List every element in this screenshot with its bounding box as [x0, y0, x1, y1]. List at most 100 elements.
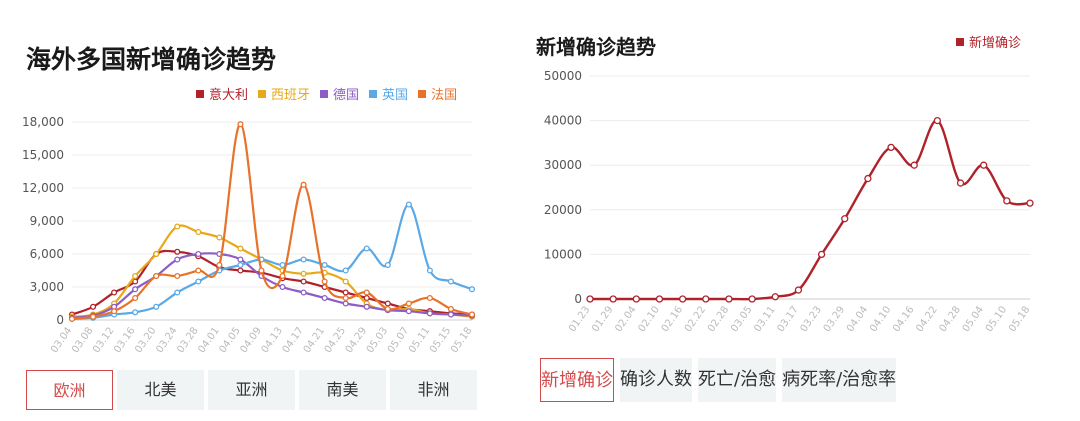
data-point[interactable]	[279, 283, 286, 291]
data-point[interactable]	[405, 300, 412, 307]
data-point[interactable]	[363, 303, 370, 310]
tab-left-4[interactable]: 非洲	[390, 370, 477, 410]
data-point[interactable]	[321, 278, 328, 285]
data-point[interactable]	[426, 294, 433, 302]
data-point[interactable]	[279, 272, 286, 280]
data-point[interactable]	[237, 267, 244, 274]
data-point[interactable]	[342, 289, 349, 296]
data-point[interactable]	[321, 261, 328, 269]
data-point[interactable]	[609, 295, 617, 303]
data-point[interactable]	[111, 289, 118, 296]
data-point[interactable]	[841, 215, 849, 223]
data-point[interactable]	[132, 294, 139, 302]
data-point[interactable]	[910, 161, 918, 169]
data-point[interactable]	[586, 295, 594, 303]
data-point[interactable]	[132, 278, 139, 285]
data-point[interactable]	[384, 300, 391, 307]
data-point[interactable]	[405, 201, 412, 208]
data-point[interactable]	[655, 295, 664, 303]
data-point[interactable]	[725, 295, 733, 303]
data-point[interactable]	[90, 313, 97, 320]
data-point[interactable]	[342, 267, 349, 274]
data-point[interactable]	[174, 289, 181, 296]
data-point[interactable]	[363, 245, 370, 252]
data-point[interactable]	[195, 267, 202, 274]
data-point[interactable]	[300, 181, 307, 188]
data-point[interactable]	[174, 248, 181, 255]
data-point[interactable]	[384, 305, 391, 313]
tab-right-1[interactable]: 确诊人数	[620, 358, 692, 402]
data-point[interactable]	[632, 295, 640, 303]
data-point[interactable]	[468, 286, 476, 293]
data-point[interactable]	[447, 311, 454, 318]
data-point[interactable]	[1026, 199, 1034, 207]
data-point[interactable]	[817, 250, 826, 259]
data-point[interactable]	[174, 256, 181, 263]
tab-right-0[interactable]: 新增确诊	[540, 358, 614, 402]
data-point[interactable]	[132, 309, 139, 316]
data-point[interactable]	[426, 267, 433, 274]
data-point[interactable]	[933, 116, 942, 125]
data-point[interactable]	[195, 250, 202, 258]
data-point[interactable]	[794, 286, 803, 294]
data-point[interactable]	[174, 272, 181, 280]
data-point[interactable]	[363, 289, 370, 296]
data-point[interactable]	[363, 294, 370, 302]
data-point[interactable]	[174, 223, 181, 230]
data-point[interactable]	[321, 294, 328, 302]
data-point[interactable]	[342, 278, 349, 285]
data-point[interactable]	[384, 261, 391, 269]
data-point[interactable]	[300, 289, 307, 296]
data-point[interactable]	[342, 294, 349, 302]
legend-item[interactable]: 西班牙	[258, 84, 310, 103]
data-point[interactable]	[447, 278, 454, 285]
data-point[interactable]	[887, 143, 895, 152]
data-point[interactable]	[237, 261, 244, 269]
data-point[interactable]	[195, 228, 202, 236]
data-point[interactable]	[216, 234, 223, 241]
data-point[interactable]	[132, 272, 139, 280]
data-point[interactable]	[468, 311, 476, 318]
data-point[interactable]	[68, 315, 76, 322]
data-point[interactable]	[342, 300, 349, 307]
data-point[interactable]	[300, 270, 307, 277]
data-point[interactable]	[237, 256, 244, 263]
data-point[interactable]	[237, 121, 244, 128]
legend-item[interactable]: 意大利	[196, 84, 248, 103]
tab-left-1[interactable]: 北美	[117, 370, 204, 410]
data-point[interactable]	[237, 245, 244, 252]
data-point[interactable]	[153, 303, 160, 310]
data-point[interactable]	[195, 278, 202, 285]
tab-left-3[interactable]: 南美	[299, 370, 386, 410]
data-point[interactable]	[300, 278, 307, 285]
data-point[interactable]	[279, 261, 286, 269]
data-point[interactable]	[771, 293, 779, 301]
data-point[interactable]	[1003, 197, 1011, 205]
legend-item[interactable]: 新增确诊	[956, 32, 1021, 51]
legend-item[interactable]: 法国	[418, 84, 457, 103]
data-point[interactable]	[258, 267, 265, 274]
data-point[interactable]	[153, 272, 160, 280]
legend-item[interactable]: 德国	[320, 84, 359, 103]
legend-item[interactable]: 英国	[369, 84, 408, 103]
data-point[interactable]	[90, 303, 97, 310]
tab-left-2[interactable]: 亚洲	[208, 370, 295, 410]
data-point[interactable]	[216, 261, 223, 269]
data-point[interactable]	[702, 295, 710, 303]
data-point[interactable]	[153, 250, 160, 258]
data-point[interactable]	[111, 308, 118, 315]
tab-right-2[interactable]: 死亡/治愈	[698, 358, 777, 402]
data-point[interactable]	[426, 310, 433, 317]
right-chart-title: 新增确诊趋势	[536, 35, 656, 59]
data-point[interactable]	[405, 308, 412, 315]
data-point[interactable]	[300, 256, 307, 263]
tab-left-0[interactable]: 欧洲	[26, 370, 113, 410]
data-point[interactable]	[980, 161, 988, 169]
data-point[interactable]	[956, 179, 965, 187]
data-point[interactable]	[748, 295, 756, 303]
data-point[interactable]	[864, 174, 872, 183]
tab-right-3[interactable]: 病死率/治愈率	[782, 358, 897, 402]
data-point[interactable]	[678, 295, 687, 303]
data-point[interactable]	[132, 286, 139, 293]
data-point[interactable]	[447, 305, 454, 313]
